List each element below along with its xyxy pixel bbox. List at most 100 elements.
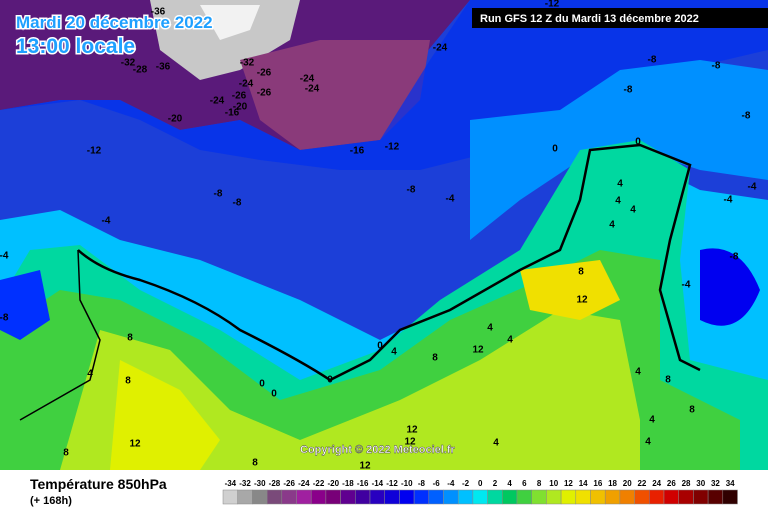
scale-label: -34 [225, 479, 237, 488]
contour-label: -8 [407, 185, 416, 196]
scale-swatch [560, 489, 577, 505]
scale-label: 18 [608, 479, 617, 488]
scale-swatch [722, 489, 738, 505]
contour-label: -4 [102, 216, 111, 227]
scale-label: 24 [652, 479, 661, 488]
scale-swatch [502, 489, 518, 505]
scale-label: -20 [327, 479, 339, 488]
scale-swatch [310, 489, 327, 505]
contour-label: -8 [742, 111, 751, 122]
scale-swatch [296, 489, 312, 505]
contour-label: 4 [487, 323, 493, 334]
contour-label: 12 [472, 345, 484, 356]
scale-label: 2 [493, 479, 498, 488]
scale-swatch [413, 489, 430, 505]
scale-label: -24 [298, 479, 310, 488]
contour-label: -36 [151, 7, 166, 18]
scale-label: 30 [696, 479, 705, 488]
contour-label: 0 [552, 144, 558, 155]
contour-label: 4 [507, 335, 513, 346]
contour-label: 12 [404, 437, 416, 448]
scale-swatch [472, 489, 488, 505]
scale-label: 6 [522, 479, 527, 488]
footer-title: Température 850hPa [30, 476, 167, 492]
contour-label: -4 [446, 194, 455, 205]
contour-label: -8 [730, 252, 739, 263]
contour-label: 12 [406, 425, 418, 436]
contour-label: -24 [210, 96, 225, 107]
footer-lead: (+ 168h) [30, 495, 72, 507]
copyright: Copyright © 2022 Meteociel.fr [300, 444, 456, 456]
contour-label: -4 [724, 195, 733, 206]
scale-label: 10 [549, 479, 558, 488]
contour-label: -4 [0, 251, 9, 262]
contour-label: 12 [129, 439, 141, 450]
scale-label: -14 [372, 479, 384, 488]
contour-label: -8 [712, 61, 721, 72]
contour-label: -28 [133, 65, 148, 76]
scale-swatch [399, 489, 415, 505]
scale-label: 28 [682, 479, 691, 488]
scale-swatch [649, 489, 665, 505]
contour-label: -24 [300, 74, 315, 85]
scale-label: -22 [313, 479, 325, 488]
scale-label: 20 [623, 479, 632, 488]
contour-label: -36 [156, 62, 171, 73]
scale-swatch [369, 489, 385, 505]
contour-label: -12 [87, 146, 102, 157]
forecast-date: Mardi 20 décembre 2022 [16, 13, 213, 32]
scale-label: -12 [386, 479, 398, 488]
contour-label: 4 [615, 196, 621, 207]
contour-label: 8 [125, 376, 131, 387]
scale-swatch [634, 489, 650, 505]
scale-label: 16 [593, 479, 602, 488]
scale-swatch [237, 489, 253, 505]
contour-label: 4 [649, 415, 655, 426]
scale-swatch [516, 489, 532, 505]
contour-label: 8 [252, 458, 258, 469]
map-background [0, 0, 768, 470]
contour-label: -26 [257, 68, 272, 79]
scale-swatch [355, 489, 371, 505]
contour-label: -32 [121, 58, 136, 69]
scale-label: -6 [433, 479, 441, 488]
contour-label: 12 [576, 295, 588, 306]
contour-label: -24 [433, 43, 448, 54]
scale-swatch [604, 489, 621, 505]
scale-swatch [619, 489, 635, 505]
contour-label: 8 [578, 267, 584, 278]
scale-label: 26 [667, 479, 676, 488]
scale-swatch [546, 489, 562, 505]
contour-label: 8 [665, 375, 671, 386]
contour-label: -4 [682, 280, 691, 291]
contour-label: 4 [635, 367, 641, 378]
scale-swatch [531, 489, 547, 505]
contour-labels: -36-32-28 -36 -32-26-24-26 -26-20-24-16-20-… [0, 0, 757, 472]
color-scale: -34 -32 -30 -28 -26 -24 -22 -20 -18 -16 -14 -12 -10-… [222, 479, 738, 505]
scale-swatch [222, 489, 238, 505]
contour-label: 8 [127, 333, 133, 344]
scale-label: -28 [269, 479, 281, 488]
contour-label: -20 [168, 114, 183, 125]
contour-label: -4 [748, 182, 757, 193]
scale-label: -4 [447, 479, 455, 488]
contour-label: 8 [689, 405, 695, 416]
scale-label: 22 [637, 479, 646, 488]
run-box [472, 8, 768, 28]
run-info: Run GFS 12 Z du Mardi 13 décembre 2022 [480, 13, 699, 25]
forecast-time: 13:00 locale [16, 35, 135, 58]
scale-label: -32 [239, 479, 251, 488]
scale-label: 8 [537, 479, 542, 488]
scale-swatch [575, 489, 591, 505]
contour-label: -8 [0, 313, 9, 324]
scale-swatch [340, 489, 356, 505]
contour-label: -20 [233, 102, 248, 113]
scale-swatch [325, 489, 341, 505]
contour-label: 0 [327, 375, 333, 386]
scale-swatch [252, 489, 268, 505]
contour-label: 4 [645, 437, 651, 448]
scale-swatch [266, 489, 283, 505]
scale-label: -10 [401, 479, 413, 488]
contour-label: 0 [271, 389, 277, 400]
contour-label: -32 [240, 58, 255, 69]
